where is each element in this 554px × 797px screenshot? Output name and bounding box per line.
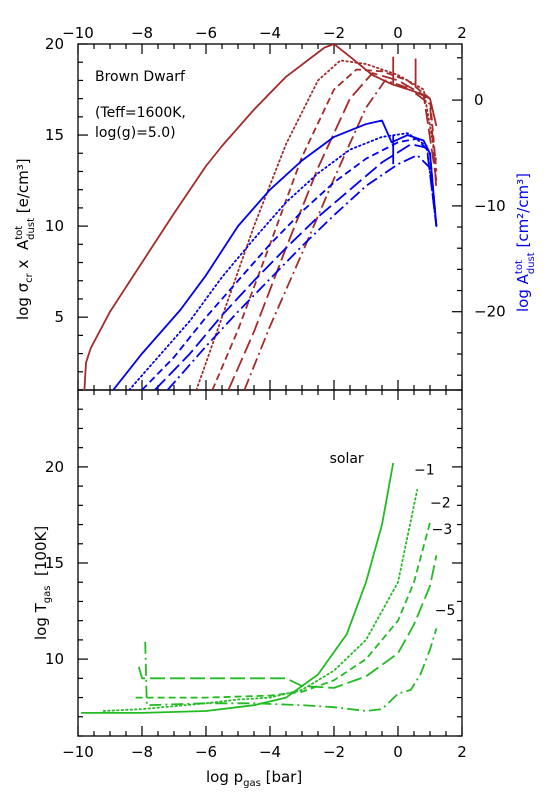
bottom-left-axis-label: log Tgas [100K] (32, 526, 53, 640)
annotation-logg: log(g)=5.0) (95, 125, 176, 141)
top-right-axis-label-unit: [cm²/cm³] (514, 173, 532, 252)
series-label: −2 (430, 495, 451, 511)
x-tick-label-bottom: −8 (131, 743, 153, 761)
y-tick-label-right: 0 (474, 91, 484, 109)
top-left-axis-label-unit: [e/cm³] (14, 158, 32, 218)
bottom-line-series-solid (81, 462, 395, 714)
top-line-sigma-long-dash (227, 72, 438, 390)
bottom-line-series-short-dash (135, 522, 431, 699)
x-tick-label-top: 0 (393, 24, 403, 42)
x-tick-label-top: −10 (62, 24, 94, 42)
top-right-axis-label-sub: dust (526, 252, 537, 274)
x-tick-label-top: −2 (323, 24, 345, 42)
y-tick-label-left: 15 (45, 126, 64, 144)
top-right-axis-label-main: log A (514, 273, 532, 312)
annotation-brown-dwarf: Brown Dwarf (95, 69, 186, 85)
top-line-dust-short-dash (141, 137, 438, 390)
top-line-sigma-dash-dot (243, 79, 438, 390)
x-tick-label-bottom: 0 (393, 743, 403, 761)
x-tick-label-bottom: −10 (62, 743, 94, 761)
x-tick-label-top: 2 (457, 24, 467, 42)
bottom-panel-series (81, 462, 438, 714)
x-axis-label-unit: [bar] (261, 768, 302, 786)
x-tick-label-top: −6 (195, 24, 217, 42)
bottom-line-series-long-dash (137, 555, 438, 689)
top-left-axis-label: log σcr x Atotdust [e/cm³] (14, 158, 37, 320)
tick-labels: −10 −8 −6 −4 −2 0 2−10 −8 −6 −4 −2 0 25101520−20−100… (45, 24, 506, 761)
x-axis-label-main: log p (206, 768, 243, 786)
top-left-axis-label-sub: cr (24, 272, 35, 282)
x-tick-label-bottom: 2 (457, 743, 467, 761)
bottom-left-axis-label-unit: [100K] (32, 526, 50, 586)
x-tick-label-top: −8 (131, 24, 153, 42)
bottom-line-series-dotted (102, 489, 419, 712)
y-tick-label-left: 15 (45, 554, 64, 572)
tick-marks (77, 43, 463, 737)
top-line-dust-solid (112, 119, 438, 390)
bottom-left-axis-label-sub: gas (42, 586, 53, 604)
y-tick-label-left: 20 (45, 458, 64, 476)
series-label: solar (330, 451, 364, 467)
x-axis-label-sub: gas (243, 778, 261, 789)
y-tick-label-left: 5 (54, 308, 64, 326)
top-left-axis-label-sup: tot (14, 226, 25, 240)
series-label: −5 (435, 603, 456, 619)
top-left-axis-label-sub2: dust (26, 218, 37, 240)
top-line-dust-dash-dot (166, 154, 438, 390)
series-labels: solar −1 −2 −3 −5 (330, 451, 456, 619)
top-line-dust-dotted (128, 132, 438, 390)
top-right-axis-label-sup: tot (514, 260, 525, 274)
x-tick-label-bottom: −2 (323, 743, 345, 761)
y-tick-label-right: −10 (474, 197, 506, 215)
y-tick-label-left: 10 (45, 650, 64, 668)
x-axis-label: log pgas [bar] (206, 768, 302, 789)
x-tick-label-bottom: −6 (195, 743, 217, 761)
annotation-teff: (Teff=1600K, (95, 105, 186, 121)
top-line-sigma-dotted (195, 59, 438, 390)
series-label: −1 (414, 463, 435, 479)
top-line-sigma-solid (83, 44, 438, 390)
bottom-panel-frame (77, 389, 463, 737)
series-label: −3 (432, 522, 453, 538)
top-line-sigma-short-dash (211, 68, 438, 390)
y-tick-label-left: 20 (45, 35, 64, 53)
top-line-dust-long-dash (154, 143, 438, 390)
bottom-line-series-dash-dot (144, 628, 438, 712)
x-tick-label-bottom: −4 (259, 743, 281, 761)
y-tick-label-right: −20 (474, 303, 506, 321)
bottom-left-axis-label-main: log T (32, 602, 50, 640)
top-left-axis-label-rest: x A (14, 239, 32, 273)
top-left-axis-label-main: log σ (14, 282, 32, 320)
top-panel-series (83, 44, 438, 390)
y-tick-label-left: 10 (45, 217, 64, 235)
top-panel-frame (77, 43, 463, 391)
x-tick-label-top: −4 (259, 24, 281, 42)
top-right-axis-label: log Atotdust [cm²/cm³] (514, 173, 537, 312)
